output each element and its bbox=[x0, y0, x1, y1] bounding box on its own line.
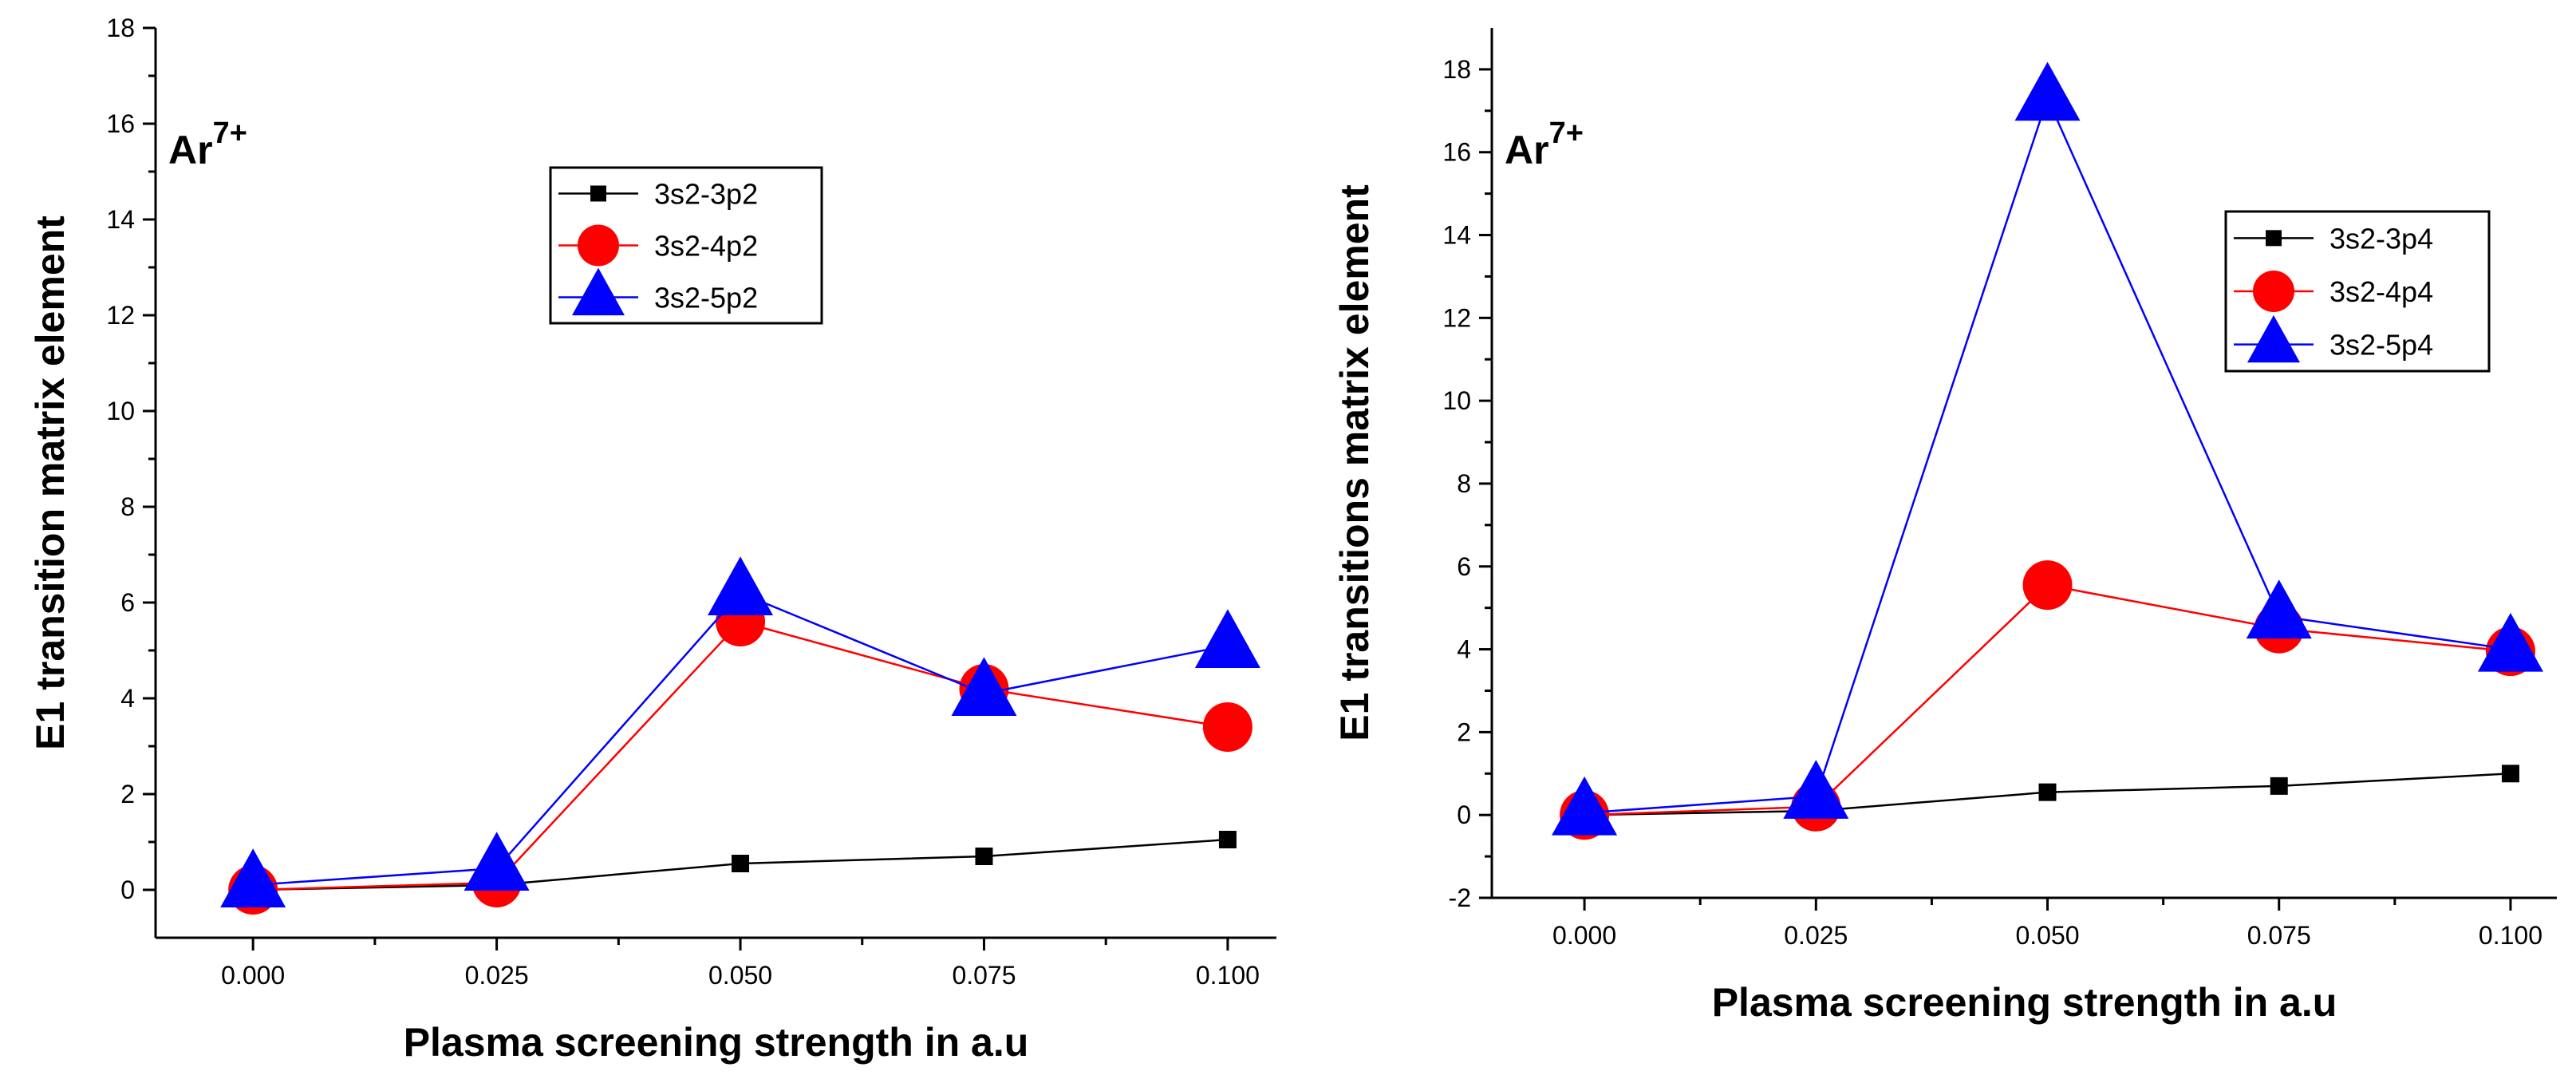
data-point bbox=[220, 848, 286, 908]
legend-label: 3s2-3p4 bbox=[2329, 222, 2433, 255]
series-line bbox=[1584, 95, 2511, 814]
data-point bbox=[1202, 702, 1252, 752]
data-point bbox=[1783, 760, 1849, 819]
y-tick-label: 14 bbox=[1442, 221, 1471, 250]
y-tick-label: 8 bbox=[1457, 469, 1471, 498]
data-point bbox=[975, 848, 993, 865]
y-axis-title: E1 transition matrix element bbox=[28, 215, 73, 750]
data-point bbox=[464, 832, 530, 891]
y-tick-label: 10 bbox=[106, 397, 135, 425]
x-tick-label: 0.050 bbox=[708, 961, 772, 990]
legend-marker bbox=[2247, 314, 2300, 363]
legend-label: 3s2-4p4 bbox=[2329, 275, 2433, 308]
y-tick-label: 10 bbox=[1442, 386, 1471, 415]
ion-label: Ar7+ bbox=[168, 117, 247, 172]
y-tick-label: 18 bbox=[106, 14, 135, 42]
data-point bbox=[2501, 765, 2519, 783]
data-point bbox=[2270, 777, 2288, 795]
x-axis-title: Plasma screening strength in a.u bbox=[404, 1020, 1029, 1065]
y-tick-label: 6 bbox=[120, 588, 135, 617]
series-3s2-3p4 bbox=[1576, 765, 2519, 824]
y-tick-label: 12 bbox=[1442, 303, 1471, 332]
data-point bbox=[2246, 579, 2312, 639]
y-tick-label: 2 bbox=[1457, 717, 1471, 746]
data-point bbox=[708, 556, 774, 616]
y-tick-label: -2 bbox=[1449, 883, 1471, 912]
legend-marker bbox=[590, 185, 606, 202]
x-tick-label: 0.100 bbox=[2479, 921, 2542, 950]
x-tick-label: 0.050 bbox=[2015, 921, 2079, 950]
y-tick-label: 12 bbox=[106, 301, 135, 330]
y-tick-label: 8 bbox=[120, 492, 135, 521]
ion-charge: 7+ bbox=[1549, 117, 1584, 150]
y-tick-label: 0 bbox=[1457, 800, 1471, 829]
legend: 3s2-3p4 3s2-4p4 3s2-5p4 bbox=[2224, 210, 2491, 373]
x-tick-label: 0.000 bbox=[1552, 921, 1616, 950]
legend: 3s2-3p2 3s2-4p2 3s2-5p2 bbox=[549, 166, 823, 325]
y-tick-label: 18 bbox=[1442, 55, 1471, 84]
y-tick-label: 14 bbox=[106, 205, 135, 234]
y-tick-label: 4 bbox=[120, 684, 135, 713]
data-point bbox=[1218, 831, 1237, 848]
chart-1: 0 2 4 6 8 10 12 14 16 18 0.000 0.025 0.050 0.075 0.100… bbox=[28, 14, 1276, 1065]
ion-charge: 7+ bbox=[213, 117, 247, 150]
y-tick-label: 2 bbox=[120, 780, 135, 808]
x-tick-label: 0.075 bbox=[952, 961, 1016, 990]
chart-2: -2 0 2 4 6 8 10 12 14 16 18 0.000 0.025 0.050 0.075 0.1… bbox=[1332, 28, 2557, 1025]
y-tick-label: 16 bbox=[1442, 138, 1471, 167]
x-tick-label: 0.025 bbox=[1784, 921, 1848, 950]
data-point bbox=[1552, 776, 1618, 836]
series-3s2-5p4 bbox=[1552, 61, 2543, 836]
y-tick-label: 6 bbox=[1457, 552, 1471, 581]
series-3s2-3p2 bbox=[244, 831, 1237, 899]
series-3s2-5p2 bbox=[220, 556, 1260, 908]
ion-label: Ar7+ bbox=[1505, 117, 1584, 172]
data-point bbox=[732, 855, 750, 872]
ion-symbol: Ar bbox=[1505, 128, 1549, 172]
ion-symbol: Ar bbox=[168, 128, 213, 172]
data-point bbox=[2477, 612, 2543, 672]
legend-label: 3s2-4p2 bbox=[654, 230, 758, 263]
data-point bbox=[2038, 783, 2057, 801]
x-tick-label: 0.025 bbox=[465, 961, 529, 990]
x-tick-label: 0.100 bbox=[1196, 961, 1260, 990]
legend-marker bbox=[578, 224, 619, 267]
data-point bbox=[2022, 560, 2073, 611]
legend-marker bbox=[2253, 271, 2294, 312]
legend-label: 3s2-5p2 bbox=[654, 282, 758, 314]
x-axis-title: Plasma screening strength in a.u bbox=[1712, 980, 2337, 1025]
x-tick-label: 0.000 bbox=[221, 961, 285, 990]
y-axis-title: E1 transitions matrix element bbox=[1332, 184, 1377, 741]
y-tick-label: 0 bbox=[120, 875, 135, 904]
legend-marker bbox=[572, 267, 625, 316]
data-point bbox=[1194, 609, 1260, 669]
y-tick-label: 4 bbox=[1457, 635, 1471, 664]
legend-label: 3s2-3p2 bbox=[654, 178, 758, 211]
data-point bbox=[951, 657, 1017, 717]
y-tick-label: 16 bbox=[106, 109, 135, 138]
x-tick-label: 0.075 bbox=[2247, 921, 2311, 950]
legend-label: 3s2-5p4 bbox=[2329, 329, 2433, 362]
legend-marker bbox=[2266, 230, 2282, 247]
data-point bbox=[2014, 61, 2081, 121]
